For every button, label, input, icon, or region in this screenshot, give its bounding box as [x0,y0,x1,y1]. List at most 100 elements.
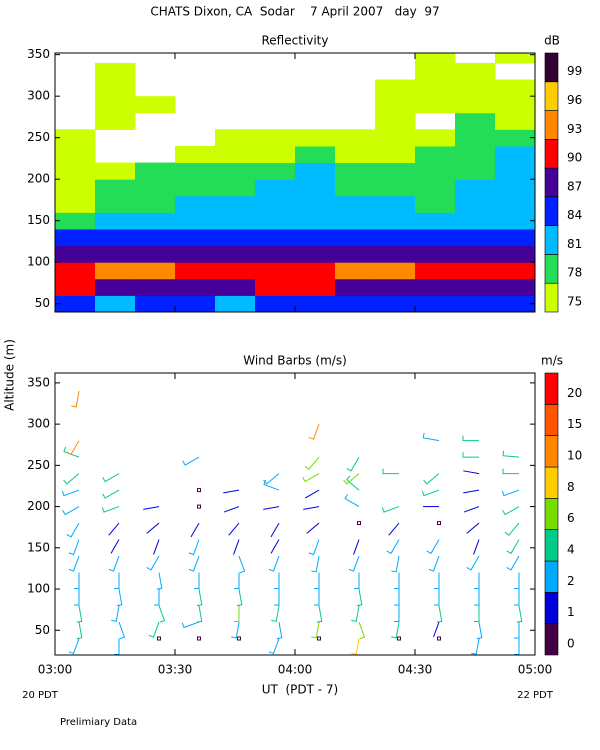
wind-barb [421,489,440,497]
wind-barb [231,621,240,639]
heatmap-cell [415,278,456,296]
wind-barb [114,572,120,590]
heatmap-cell [415,53,456,64]
heatmap-cell [95,212,136,230]
heatmap-cell [135,245,176,263]
wind-barb [154,589,160,606]
wind-barb [502,468,519,475]
wind-barb [311,555,320,573]
heatmap-cell [215,245,256,263]
wind-barb [62,506,80,516]
wind-barb [476,621,483,640]
colorbar-label: 90 [567,151,582,165]
heatmap-cell [215,212,256,230]
wind-barb [391,621,400,639]
colorbar-label: 81 [567,237,582,251]
colorbar-label: 0 [567,637,575,651]
colorbar-label: 2 [567,574,575,588]
wind-barb [463,489,480,494]
heatmap-cell [215,179,256,197]
wind-barb [271,605,280,622]
footer-note: Prelimiary Data [60,717,137,728]
wind-barb [270,522,280,538]
x-tick-label: 04:30 [398,663,433,677]
wind-barb [108,555,120,572]
heatmap-cell [335,129,376,147]
wind-barb [66,440,80,456]
wind-barb [110,539,120,554]
colorbar-box [544,404,559,436]
end-note: 22 PDT [517,690,554,701]
y-tick-label: 350 [27,47,50,61]
heatmap-cell [455,112,496,130]
heatmap-cell [455,295,496,312]
wind-barb [474,605,480,623]
wind-barb [181,621,200,629]
wind-barb [146,555,160,571]
heatmap-cell [255,228,296,247]
heatmap-cell [375,79,416,97]
heatmap-cell [255,195,296,213]
heatmap-cell [415,245,456,263]
colorbar-label: 6 [567,511,575,525]
colorbar-box [544,466,559,499]
wind-barb [466,522,480,534]
colorbar-box [544,623,559,656]
wind-barb [270,539,280,554]
wind-barb [381,506,400,513]
heatmap-cell [55,228,96,247]
wind-barb [433,621,440,638]
wind-barb [196,605,203,623]
heatmap-cell [455,129,496,147]
wind-barb [353,539,360,555]
heatmap-cell [215,278,256,296]
heatmap-cell [215,145,256,164]
heatmap-cell [95,195,136,213]
heatmap-cell [95,179,136,197]
wind-barb [143,506,160,510]
heatmap-cell [415,62,456,81]
heatmap-cell [415,228,456,247]
wind-barb [74,589,80,606]
panel-title: Wind Barbs (m/s) [243,354,347,368]
wind-barb [188,555,200,572]
colorbar-label: 75 [567,294,582,308]
heatmap-cell [55,245,96,263]
y-tick-label: 350 [27,375,50,389]
heatmap-cell [215,228,256,247]
wind-barb [63,446,80,458]
heatmap-cell [215,195,256,213]
wind-barb [501,489,520,497]
wind-barb [268,638,280,655]
heatmap-cell [215,129,256,147]
wind-barb [516,605,523,623]
heatmap-cell [95,162,136,180]
heatmap-cell [415,129,456,147]
calm-marker [357,521,361,526]
colorbar-box [544,498,559,530]
heatmap-cell [335,179,376,197]
wind-barb [66,522,80,538]
heatmap-cell [175,245,216,263]
heatmap-cell [135,228,176,247]
wind-barb [514,589,520,606]
heatmap-cell [95,228,136,247]
wind-barb [196,588,203,607]
heatmap-cell [135,295,176,312]
wind-barb [158,605,166,623]
heatmap-cell [255,212,296,230]
heatmap-cell [215,162,256,180]
y-tick-label: 200 [27,499,50,513]
heatmap-cell [495,162,535,180]
y-axis-label: Altitude (m) [3,339,17,411]
colorbar-label: 4 [567,543,575,557]
heatmap-cell [255,295,296,312]
wind-barb [504,522,520,537]
heatmap-cell [55,145,96,164]
heatmap-cell [455,62,496,81]
wind-barb [436,605,443,623]
wind-barb [233,539,240,555]
y-tick-label: 300 [27,89,50,103]
wind-barb [506,539,520,555]
heatmap-cell [335,295,376,312]
